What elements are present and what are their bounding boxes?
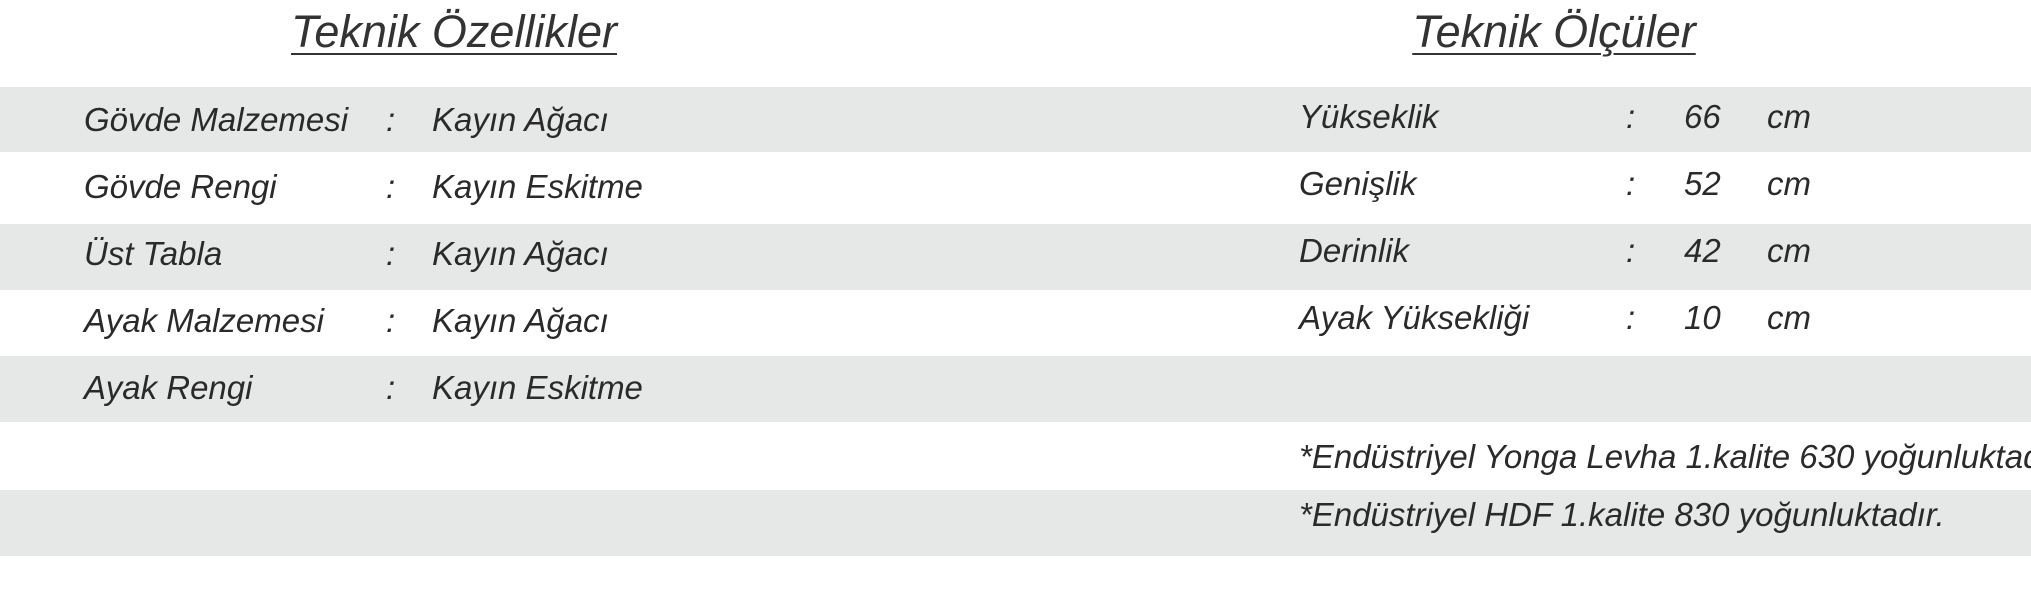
spec-value: Kayın Eskitme <box>432 369 643 406</box>
row-band <box>0 490 2031 556</box>
dimension-value: 10 <box>1684 299 1721 336</box>
dimension-label: Yükseklik <box>1299 98 1439 135</box>
dimension-unit: cm <box>1767 165 1811 202</box>
left-section-title: Teknik Özellikler <box>291 6 617 57</box>
dimension-label: Genişlik <box>1299 165 1417 202</box>
dimension-unit: cm <box>1767 98 1811 135</box>
dimension-separator: : <box>1626 232 1636 269</box>
spec-value: Kayın Ağacı <box>432 235 609 272</box>
dimension-separator: : <box>1626 299 1636 336</box>
spec-label: Ayak Rengi <box>84 369 253 406</box>
dimension-separator: : <box>1626 165 1636 202</box>
dimension-label: Ayak Yüksekliği <box>1299 299 1530 336</box>
spec-separator: : <box>386 302 396 339</box>
row-band <box>0 87 2031 152</box>
dimension-unit: cm <box>1767 299 1811 336</box>
dimension-label: Derinlik <box>1299 232 1410 269</box>
spec-value: Kayın Eskitme <box>432 168 643 205</box>
spec-label: Gövde Malzemesi <box>84 101 349 138</box>
row-band <box>0 224 2031 290</box>
footnote: *Endüstriyel HDF 1.kalite 830 yoğunlukta… <box>1299 496 1945 533</box>
row-band <box>0 356 2031 422</box>
spec-label: Ayak Malzemesi <box>84 302 324 339</box>
dimension-separator: : <box>1626 98 1636 135</box>
dimension-value: 42 <box>1684 232 1721 269</box>
dimension-value: 52 <box>1684 165 1721 202</box>
spec-value: Kayın Ağacı <box>432 101 609 138</box>
right-section-title: Teknik Ölçüler <box>1412 6 1696 57</box>
spec-separator: : <box>386 235 396 272</box>
spec-label: Gövde Rengi <box>84 168 277 205</box>
spec-separator: : <box>386 101 396 138</box>
spec-separator: : <box>386 168 396 205</box>
dimension-value: 66 <box>1684 98 1721 135</box>
dimension-unit: cm <box>1767 232 1811 269</box>
spec-label: Üst Tabla <box>84 235 223 272</box>
spec-value: Kayın Ağacı <box>432 302 609 339</box>
footnote: *Endüstriyel Yonga Levha 1.kalite 630 yo… <box>1299 438 2031 475</box>
spec-separator: : <box>386 369 396 406</box>
